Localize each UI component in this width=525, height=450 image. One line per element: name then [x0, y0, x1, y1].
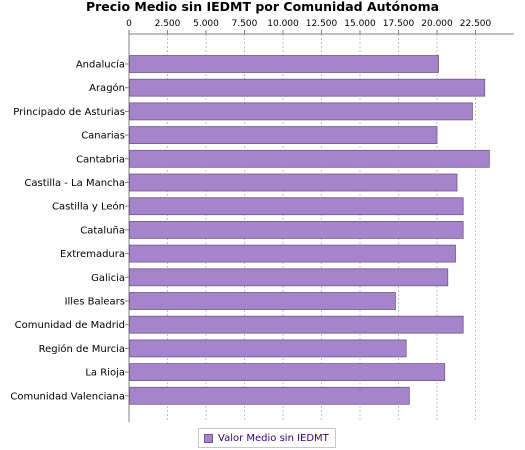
category-label: Principado de Asturias: [13, 107, 125, 118]
legend-swatch: [204, 433, 213, 443]
category-label: Cataluña: [80, 225, 125, 236]
bar: [129, 126, 438, 144]
bar: [129, 292, 396, 310]
category-label: Extremadura: [60, 249, 125, 260]
category-label: Castilla y León: [52, 201, 125, 213]
legend-label: Valor Medio sin IEDMT: [218, 432, 329, 444]
category-label: Aragón: [89, 82, 125, 94]
x-tick-label: 12.500: [306, 19, 338, 29]
x-tick-label: 17.500: [383, 19, 415, 29]
chart-title: Precio Medio sin IEDMT por Comunidad Aut…: [85, 0, 440, 14]
category-label: Comunidad de Madrid: [15, 320, 125, 331]
category-label: Comunidad Valenciana: [10, 391, 125, 402]
category-label: Región de Murcia: [39, 343, 125, 355]
category-label: Galicia: [91, 273, 125, 284]
x-tick-label: 2.500: [155, 19, 181, 29]
x-tick-label: 0: [126, 19, 132, 29]
bar: [129, 315, 464, 334]
x-tick-label: 22.500: [460, 19, 492, 29]
bar: [129, 244, 456, 263]
category-label: Castilla - La Mancha: [24, 178, 125, 189]
bar: [129, 268, 449, 287]
bar: [129, 197, 464, 216]
category-label: Canarias: [81, 131, 125, 142]
bar: [129, 339, 407, 358]
bar: [129, 220, 464, 239]
legend: Valor Medio sin IEDMT: [198, 428, 336, 448]
category-label: Cantabria: [76, 154, 125, 165]
bar: [129, 386, 410, 405]
x-tick-label: 7.500: [232, 19, 258, 29]
x-tick-label: 20.000: [421, 19, 453, 29]
bar: [129, 363, 446, 382]
x-tick-label: 15.000: [344, 19, 376, 29]
bar: [129, 78, 486, 97]
category-label: Illes Balears: [65, 297, 125, 308]
bar: [129, 102, 473, 121]
bar: [129, 173, 458, 192]
x-tick-label: 5.000: [193, 19, 219, 29]
category-label: La Rioja: [85, 368, 125, 379]
x-tick-label: 10.000: [267, 19, 299, 29]
bar: [129, 149, 490, 168]
category-label: Andalucía: [76, 59, 125, 71]
bar: [129, 55, 439, 73]
